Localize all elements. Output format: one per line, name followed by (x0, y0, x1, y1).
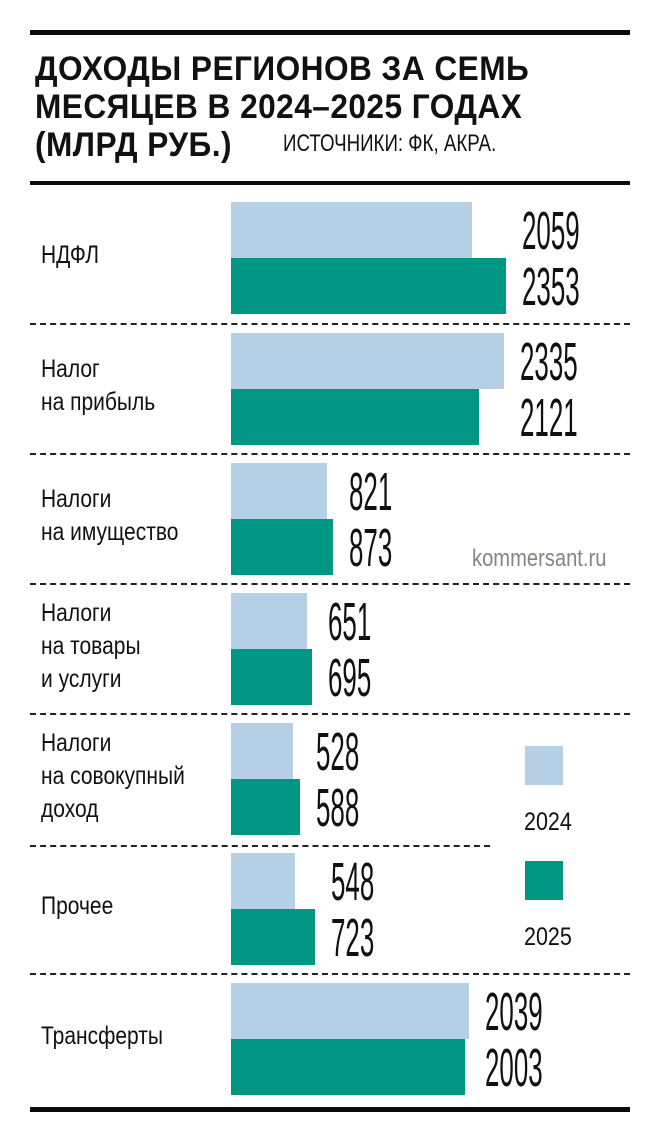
row-separator (30, 713, 630, 715)
bar-2024 (231, 853, 296, 909)
bar-2024 (231, 333, 504, 389)
category-label-line: на товары (41, 631, 141, 660)
watermark: kommersant.ru (472, 545, 607, 572)
bar-2025 (231, 518, 334, 575)
value-label-2024: 651 (328, 592, 372, 652)
row-separator (30, 323, 630, 325)
bar-2025 (231, 648, 313, 705)
legend-label-2024: 2024 (524, 808, 572, 836)
category-label-line: на совокупный (41, 761, 185, 790)
bottom-rule (30, 1107, 630, 1112)
value-label-2025: 2121 (519, 387, 578, 448)
bar-2025 (231, 1038, 466, 1095)
category-label-line: Налоги (41, 485, 112, 513)
value-label-2024: 821 (349, 462, 393, 522)
value-label-2024: 2059 (522, 201, 580, 261)
category-label-line: доход (41, 794, 99, 823)
row-separator (30, 453, 630, 455)
title-line-2: МЕСЯЦЕВ В 2024–2025 ГОДАХ (35, 88, 523, 126)
category-label: Трансферты (41, 1020, 163, 1053)
category-label: Налоги на товары и услуги (41, 597, 141, 696)
chart-title: ДОХОДЫ РЕГИОНОВ ЗА СЕМЬ МЕСЯЦЕВ В 2024–2… (35, 50, 612, 164)
category-label-line: Прочее (41, 891, 114, 920)
bar-2024 (231, 202, 472, 258)
bar-2024 (231, 723, 293, 779)
bar-2024 (231, 593, 308, 649)
value-label-2025: 2353 (522, 256, 580, 317)
category-label-line: и услуги (41, 664, 122, 693)
bar-2025 (231, 388, 479, 445)
category-label-line: Налог (41, 355, 100, 383)
category-label: НДФЛ (41, 239, 99, 272)
category-label: Прочее (41, 890, 113, 923)
row-separator (30, 583, 630, 585)
legend-swatch-2024 (525, 746, 563, 785)
value-label-2024: 2335 (519, 332, 578, 392)
legend-swatch-2025 (525, 861, 563, 900)
value-label-2025: 695 (328, 647, 372, 708)
bar-2024 (231, 463, 327, 519)
value-label-2024: 528 (315, 722, 359, 782)
legend-label-2025: 2025 (524, 923, 572, 951)
category-label-line: Трансферты (41, 1021, 163, 1050)
top-rule (30, 30, 630, 35)
category-label-line: Налоги (41, 598, 112, 627)
category-label-line: Налоги (41, 728, 112, 757)
bar-2025 (231, 778, 300, 835)
row-separator (30, 845, 490, 847)
title-line-1: ДОХОДЫ РЕГИОНОВ ЗА СЕМЬ (35, 50, 530, 88)
category-label: Налоги на совокупный доход (41, 727, 185, 826)
value-label-2025: 588 (315, 777, 359, 838)
category-label: Налог на прибыль (41, 353, 155, 419)
category-label-line: на имущество (41, 518, 179, 546)
category-label-line: на прибыль (41, 388, 156, 416)
row-separator (30, 973, 630, 975)
value-label-2025: 2003 (485, 1037, 543, 1098)
bar-2024 (231, 983, 470, 1039)
value-label-2024: 548 (331, 852, 375, 912)
bar-2025 (231, 908, 316, 965)
title-line-3: (МЛРД РУБ.) (35, 126, 232, 164)
value-label-2025: 723 (331, 907, 375, 968)
value-label-2025: 873 (349, 517, 393, 578)
category-label-line: НДФЛ (41, 240, 99, 269)
bar-2025 (231, 257, 506, 314)
value-label-2024: 2039 (485, 982, 543, 1042)
header-rule (30, 181, 630, 185)
source-note: ИСТОЧНИКИ: ФК, АКРА. (283, 130, 497, 157)
category-label: Налоги на имущество (41, 483, 178, 549)
